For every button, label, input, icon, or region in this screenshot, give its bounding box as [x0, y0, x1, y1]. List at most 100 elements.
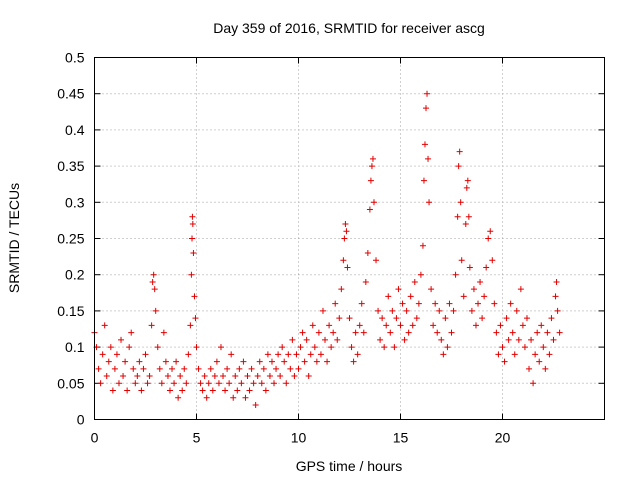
- data-point: [413, 315, 420, 322]
- data-point: [319, 307, 326, 314]
- data-point: [126, 344, 133, 351]
- data-point: [246, 387, 253, 394]
- data-point: [190, 249, 197, 256]
- data-point: [293, 351, 300, 358]
- data-point: [122, 358, 129, 365]
- data-point: [501, 358, 508, 365]
- data-point: [415, 300, 422, 307]
- data-point: [105, 358, 112, 365]
- data-point: [328, 344, 335, 351]
- data-point: [134, 373, 141, 380]
- data-point: [538, 322, 545, 329]
- data-point: [526, 365, 533, 372]
- data-point: [479, 315, 486, 322]
- data-point: [346, 315, 353, 322]
- data-point: [203, 394, 210, 401]
- data-point: [149, 278, 156, 285]
- data-point: [271, 380, 278, 387]
- data-point: [289, 336, 296, 343]
- x-tick-label: 15: [393, 430, 409, 446]
- data-point: [230, 394, 237, 401]
- data-point: [262, 387, 269, 394]
- data-point: [109, 387, 116, 394]
- data-point: [465, 213, 472, 220]
- data-point: [436, 307, 443, 314]
- data-point: [464, 177, 471, 184]
- data-point: [495, 351, 502, 358]
- y-tick-label: 0.1: [65, 339, 85, 355]
- data-point: [377, 336, 384, 343]
- data-point: [366, 206, 373, 213]
- data-point: [307, 351, 314, 358]
- data-point: [236, 365, 243, 372]
- data-point: [362, 278, 369, 285]
- data-point: [287, 365, 294, 372]
- data-point: [521, 344, 528, 351]
- data-point: [187, 322, 194, 329]
- data-points: [91, 90, 563, 409]
- data-point: [179, 387, 186, 394]
- data-point: [189, 221, 196, 228]
- data-point: [224, 365, 231, 372]
- data-point: [499, 344, 506, 351]
- data-point: [423, 105, 429, 112]
- data-point: [360, 329, 367, 336]
- data-point: [540, 344, 547, 351]
- data-point: [425, 155, 432, 162]
- data-point: [420, 177, 427, 184]
- data-point: [242, 394, 249, 401]
- data-point: [309, 322, 316, 329]
- data-point: [523, 315, 530, 322]
- data-point: [409, 322, 416, 329]
- x-axis-label: GPS time / hours: [296, 458, 403, 474]
- data-point: [142, 351, 149, 358]
- data-point: [463, 184, 470, 191]
- data-point: [375, 307, 382, 314]
- data-point: [315, 329, 322, 336]
- data-point: [352, 329, 359, 336]
- data-point: [136, 358, 143, 365]
- data-point: [209, 387, 216, 394]
- data-point: [103, 373, 110, 380]
- data-point: [403, 307, 410, 314]
- data-point: [513, 307, 520, 314]
- data-point: [152, 307, 159, 314]
- data-point: [183, 380, 190, 387]
- data-point: [217, 344, 224, 351]
- data-point: [226, 380, 233, 387]
- x-tick-label: 5: [193, 430, 201, 446]
- data-point: [222, 387, 229, 394]
- data-point: [154, 344, 161, 351]
- data-point: [460, 293, 467, 300]
- data-point: [258, 380, 265, 387]
- data-point: [144, 380, 151, 387]
- data-point: [417, 271, 424, 278]
- data-point: [401, 336, 408, 343]
- data-point: [311, 344, 318, 351]
- data-point: [299, 329, 306, 336]
- data-point: [342, 221, 349, 228]
- data-point: [511, 351, 518, 358]
- data-point: [373, 257, 380, 264]
- data-point: [132, 380, 139, 387]
- x-tick-label: 10: [291, 430, 307, 446]
- data-point: [419, 242, 426, 249]
- data-point: [207, 365, 214, 372]
- data-point: [379, 315, 386, 322]
- data-point: [411, 278, 418, 285]
- data-point: [556, 329, 563, 336]
- data-point: [485, 235, 492, 242]
- y-tick-label: 0.25: [57, 231, 84, 247]
- data-point: [330, 329, 337, 336]
- data-point: [387, 329, 394, 336]
- data-point: [483, 264, 490, 271]
- data-point: [232, 373, 239, 380]
- data-point: [197, 380, 204, 387]
- data-point: [160, 329, 167, 336]
- data-point: [397, 322, 404, 329]
- data-point: [164, 373, 171, 380]
- data-point: [215, 380, 222, 387]
- data-point: [550, 336, 557, 343]
- data-point: [295, 365, 302, 372]
